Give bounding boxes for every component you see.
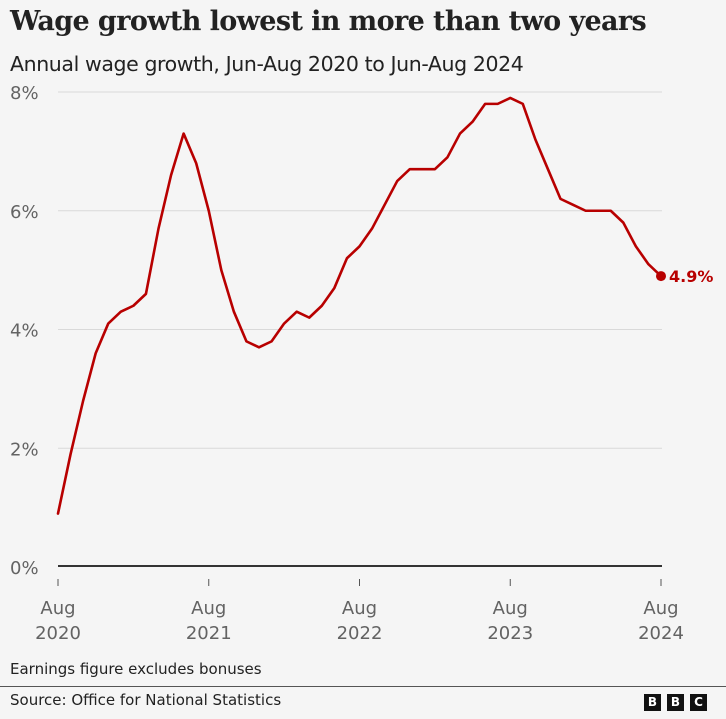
gridlines <box>58 91 662 449</box>
y-tick-label: 6% <box>10 202 39 223</box>
end-value-label: 4.9% <box>669 267 713 286</box>
chart-subtitle: Annual wage growth, Jun-Aug 2020 to Jun-… <box>10 52 524 76</box>
x-tick-label: Aug <box>643 598 678 619</box>
x-tick-label: Aug <box>342 598 377 619</box>
x-tick-label: 2022 <box>337 623 383 644</box>
source-label: Source: Office for National Statistics <box>10 691 282 709</box>
x-tick-label: Aug <box>40 598 75 619</box>
y-tick-label: 8% <box>10 83 39 104</box>
x-tick-label: Aug <box>191 598 226 619</box>
y-axis-labels: 0% 2% 4% 6% 8% <box>10 83 39 579</box>
x-tick-label: 2024 <box>638 623 684 644</box>
y-tick-label: 0% <box>10 558 39 579</box>
x-axis-ticks: Aug 2020 Aug 2021 Aug 2022 Aug 2023 Aug 2024 <box>35 579 684 644</box>
line-chart: 0%2%4%6%8% Aug2020Aug2021Aug2022Aug2023A… <box>10 83 713 644</box>
bbc-logo-letter: B <box>667 694 684 711</box>
y-tick-label: 2% <box>10 439 39 460</box>
x-tick-label: 2020 <box>35 623 81 644</box>
data-points <box>58 98 661 514</box>
footnote: Earnings figure excludes bonuses <box>10 660 262 678</box>
x-tick-label: 2023 <box>487 623 533 644</box>
bbc-logo: B B C <box>644 694 707 711</box>
x-tick-label: Aug <box>493 598 528 619</box>
x-tick-label: 2021 <box>186 623 232 644</box>
footer-divider <box>0 686 726 687</box>
y-tick-label: 4% <box>10 321 39 342</box>
wage-growth-line <box>56 96 663 515</box>
end-point-marker <box>656 271 666 282</box>
chart-title: Wage growth lowest in more than two year… <box>10 6 647 37</box>
bbc-logo-letter: C <box>690 694 707 711</box>
bbc-logo-letter: B <box>644 694 661 711</box>
